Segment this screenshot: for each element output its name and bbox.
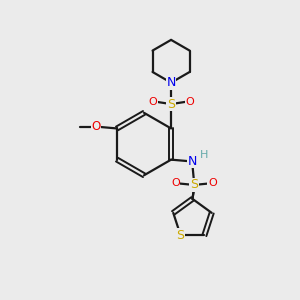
Text: N: N — [167, 76, 176, 89]
Text: H: H — [200, 150, 208, 160]
Text: S: S — [190, 178, 198, 191]
Text: O: O — [208, 178, 217, 188]
Text: N: N — [188, 154, 197, 168]
Text: O: O — [185, 97, 194, 107]
Text: O: O — [92, 121, 101, 134]
Text: S: S — [177, 229, 184, 242]
Text: O: O — [171, 178, 180, 188]
Text: O: O — [148, 97, 157, 107]
Text: S: S — [167, 98, 175, 111]
